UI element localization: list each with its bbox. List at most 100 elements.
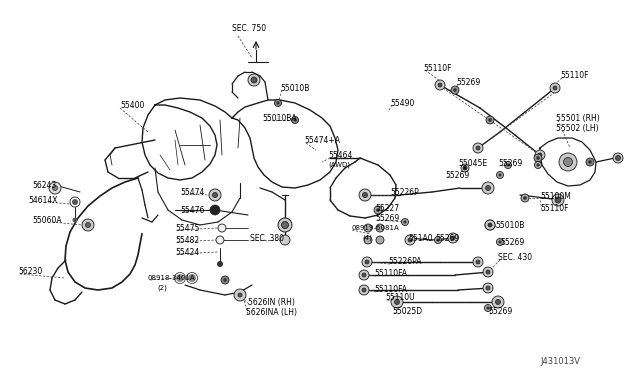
- Circle shape: [251, 77, 257, 83]
- Text: 54614X: 54614X: [28, 196, 58, 205]
- Circle shape: [499, 240, 502, 244]
- Circle shape: [536, 156, 540, 160]
- Circle shape: [488, 223, 492, 227]
- Circle shape: [451, 86, 459, 94]
- Text: 55010B: 55010B: [280, 83, 309, 93]
- Text: 55110F: 55110F: [540, 203, 568, 212]
- Circle shape: [52, 186, 58, 190]
- Text: 08918-3401A: 08918-3401A: [148, 275, 196, 281]
- Circle shape: [499, 173, 502, 177]
- Circle shape: [435, 80, 445, 90]
- Circle shape: [401, 218, 408, 225]
- Circle shape: [484, 305, 492, 311]
- Text: 55269: 55269: [488, 308, 512, 317]
- Text: 55502 (LH): 55502 (LH): [556, 124, 598, 132]
- Circle shape: [210, 205, 220, 215]
- Text: 55400: 55400: [120, 100, 145, 109]
- Text: (2): (2): [157, 285, 167, 291]
- Circle shape: [486, 307, 490, 310]
- Circle shape: [216, 236, 224, 244]
- Circle shape: [497, 171, 504, 179]
- Text: 55025D: 55025D: [392, 308, 422, 317]
- Text: 55110F: 55110F: [560, 71, 589, 80]
- Circle shape: [536, 163, 540, 167]
- Circle shape: [504, 161, 511, 169]
- Circle shape: [486, 286, 490, 290]
- Circle shape: [538, 153, 542, 157]
- Circle shape: [362, 192, 367, 198]
- Text: 55226P: 55226P: [390, 187, 419, 196]
- Circle shape: [506, 163, 509, 167]
- Circle shape: [364, 224, 372, 232]
- Circle shape: [552, 194, 564, 206]
- Circle shape: [221, 276, 229, 284]
- Circle shape: [485, 220, 495, 230]
- Circle shape: [553, 86, 557, 90]
- Circle shape: [535, 150, 545, 160]
- Circle shape: [448, 233, 458, 243]
- Circle shape: [483, 267, 493, 277]
- Circle shape: [234, 289, 246, 301]
- Text: (4): (4): [362, 235, 372, 241]
- Circle shape: [482, 182, 494, 194]
- Text: 55227: 55227: [375, 203, 399, 212]
- Circle shape: [176, 274, 184, 282]
- Text: 56230: 56230: [18, 267, 42, 276]
- Circle shape: [436, 238, 440, 241]
- Circle shape: [278, 218, 292, 232]
- Text: 55476: 55476: [180, 205, 204, 215]
- Circle shape: [364, 236, 372, 244]
- Circle shape: [376, 224, 384, 232]
- Circle shape: [586, 158, 594, 166]
- Circle shape: [223, 278, 227, 282]
- Text: 55269: 55269: [498, 158, 522, 167]
- Text: 55501 (RH): 55501 (RH): [556, 113, 600, 122]
- Circle shape: [275, 99, 282, 106]
- Circle shape: [362, 273, 366, 277]
- Circle shape: [473, 143, 483, 153]
- Circle shape: [488, 118, 492, 122]
- Circle shape: [492, 296, 504, 308]
- Text: 55045E: 55045E: [458, 158, 487, 167]
- Circle shape: [405, 235, 415, 245]
- Text: 551A0: 551A0: [408, 234, 433, 243]
- Text: 55490: 55490: [390, 99, 414, 108]
- Circle shape: [374, 206, 382, 214]
- Circle shape: [463, 166, 467, 170]
- Circle shape: [486, 116, 494, 124]
- Circle shape: [359, 285, 369, 295]
- Circle shape: [403, 221, 406, 224]
- Text: 56243: 56243: [32, 180, 56, 189]
- Circle shape: [476, 260, 480, 264]
- Text: 55100M: 55100M: [540, 192, 571, 201]
- Circle shape: [616, 155, 621, 160]
- Circle shape: [550, 83, 560, 93]
- Text: 55269: 55269: [445, 170, 469, 180]
- Circle shape: [461, 164, 469, 172]
- Circle shape: [495, 299, 500, 305]
- Circle shape: [72, 218, 77, 222]
- Circle shape: [238, 293, 242, 297]
- Text: 55060A: 55060A: [32, 215, 61, 224]
- Text: 55269: 55269: [500, 237, 524, 247]
- Circle shape: [212, 192, 218, 198]
- Circle shape: [365, 260, 369, 264]
- Circle shape: [188, 274, 196, 282]
- Circle shape: [451, 236, 455, 240]
- Text: 55464: 55464: [328, 151, 353, 160]
- Circle shape: [394, 299, 399, 305]
- Circle shape: [476, 146, 480, 150]
- Circle shape: [613, 153, 623, 163]
- Circle shape: [293, 118, 296, 122]
- Text: SEC. 750: SEC. 750: [232, 23, 266, 32]
- Circle shape: [438, 83, 442, 87]
- Text: 55010BA: 55010BA: [262, 113, 296, 122]
- Circle shape: [376, 236, 384, 244]
- Circle shape: [72, 199, 78, 205]
- Text: 55110F: 55110F: [423, 64, 451, 73]
- Text: (AWD): (AWD): [328, 162, 350, 168]
- Circle shape: [463, 167, 467, 170]
- Circle shape: [486, 270, 490, 274]
- Circle shape: [488, 223, 492, 227]
- Circle shape: [588, 160, 592, 164]
